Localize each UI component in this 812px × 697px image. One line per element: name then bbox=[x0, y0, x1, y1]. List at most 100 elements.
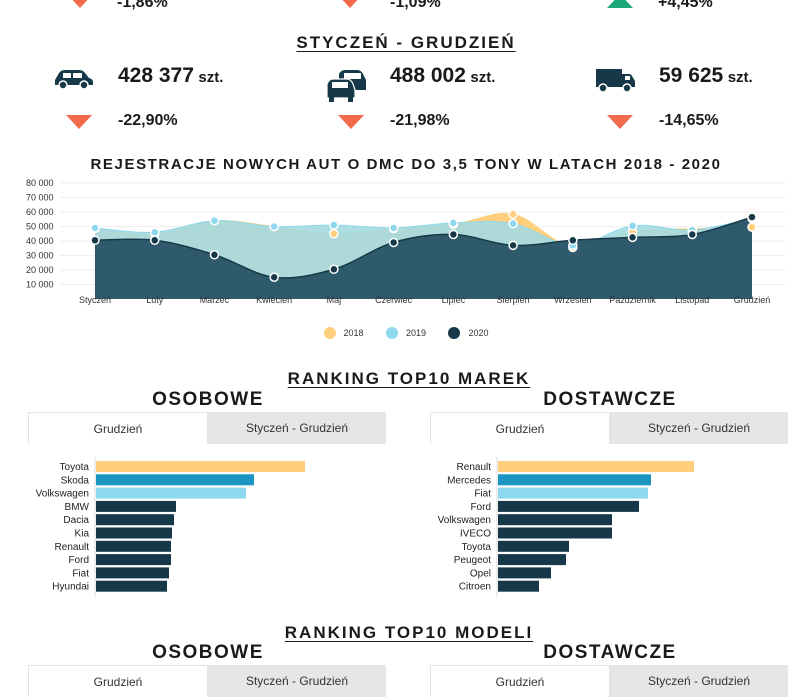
bar bbox=[96, 554, 171, 566]
stat-3: 59 625 szt. bbox=[659, 64, 753, 88]
legend-dot bbox=[323, 327, 336, 339]
bar-label: Ford bbox=[68, 555, 89, 566]
y-tick-label: 30 000 bbox=[26, 251, 54, 261]
bar bbox=[96, 474, 254, 486]
bar bbox=[498, 540, 569, 552]
legend-dot bbox=[448, 327, 461, 339]
y-tick-label: 10 000 bbox=[26, 280, 54, 290]
x-tick-label: Październik bbox=[609, 295, 656, 305]
cars-icon bbox=[326, 70, 366, 102]
y-tick-label: 40 000 bbox=[26, 236, 54, 246]
point-2019 bbox=[627, 221, 638, 231]
y-tick-label: 60 000 bbox=[26, 207, 54, 217]
stat-unit: szt. bbox=[727, 69, 753, 86]
bar-label: Mercedes bbox=[447, 475, 491, 486]
bar bbox=[96, 567, 169, 579]
bar bbox=[498, 567, 551, 579]
point-2019 bbox=[269, 221, 279, 232]
bar bbox=[498, 514, 612, 526]
tab-december[interactable]: Grudzień bbox=[28, 665, 208, 697]
bar bbox=[96, 500, 176, 512]
bar bbox=[96, 487, 246, 499]
top-trend-2 bbox=[337, 0, 363, 8]
point-2018 bbox=[747, 222, 757, 232]
commercial-brands-chart: Renault Mercedes Fiat Ford Volkswagen IVECO To… bbox=[438, 457, 694, 597]
commercial-models-tabs: Grudzień Styczeń - Grudzień bbox=[430, 665, 788, 697]
bar-label: BMW bbox=[65, 502, 90, 513]
bar bbox=[498, 500, 639, 512]
bar-label: Kia bbox=[75, 529, 90, 540]
point-2019 bbox=[209, 215, 220, 226]
commercial-heading: DOSTAWCZE bbox=[543, 642, 677, 663]
passenger-brands-chart: Toyota Skoda Volkswagen BMW Dacia Kia Renault F… bbox=[36, 457, 305, 597]
x-tick-label: Grudzień bbox=[734, 295, 771, 305]
tab-full-year[interactable]: Styczeń - Grudzień bbox=[208, 665, 386, 697]
y-tick-label: 50 000 bbox=[26, 222, 54, 232]
bar bbox=[96, 527, 172, 539]
tab-december[interactable]: Grudzień bbox=[28, 412, 208, 444]
legend-label: 2020 bbox=[468, 328, 489, 338]
car-icon bbox=[55, 70, 93, 90]
ranking-models-title: RANKING TOP10 MODELI bbox=[284, 623, 534, 642]
stat-unit: szt. bbox=[198, 69, 224, 86]
y-tick-label: 70 000 bbox=[26, 193, 54, 203]
point-2020 bbox=[149, 235, 160, 246]
x-tick-label: Maj bbox=[327, 295, 342, 305]
point-2018 bbox=[508, 209, 518, 219]
ranking-brands-title: RANKING TOP10 MAREK bbox=[287, 369, 531, 388]
stat-3-pct: -14,65% bbox=[659, 112, 719, 129]
stat-1-pct: -22,90% bbox=[118, 112, 178, 129]
y-tick-label: 20 000 bbox=[26, 265, 54, 275]
legend-dot bbox=[385, 327, 398, 339]
x-tick-label: Czerwiec bbox=[375, 295, 413, 305]
tab-december[interactable]: Grudzień bbox=[430, 412, 610, 444]
y-tick-label: 80 000 bbox=[26, 178, 54, 188]
x-tick-label: Sierpień bbox=[497, 295, 530, 305]
bar bbox=[498, 474, 651, 486]
chart-title: REJESTRACJE NOWYCH AUT O DMC DO 3,5 TONY… bbox=[90, 156, 722, 173]
stat-number: 428 377 bbox=[118, 64, 194, 87]
bar-label: Volkswagen bbox=[36, 489, 89, 500]
point-2020 bbox=[508, 240, 518, 251]
bar bbox=[96, 461, 305, 472]
legend-item-2018[interactable]: 2018 bbox=[323, 327, 364, 339]
up-arrow-icon bbox=[607, 0, 633, 8]
x-tick-label: Styczeń bbox=[79, 295, 111, 305]
legend-item-2019[interactable]: 2019 bbox=[385, 327, 426, 339]
bar-label: Renault bbox=[457, 462, 492, 473]
stat-1-trend bbox=[66, 115, 92, 129]
x-tick-label: Luty bbox=[146, 295, 164, 305]
bar-label: Toyota bbox=[462, 542, 492, 553]
stat-2: 488 002 szt. bbox=[390, 64, 495, 88]
point-2019 bbox=[508, 218, 518, 229]
bar-label: Citroen bbox=[459, 582, 491, 593]
point-2019 bbox=[149, 227, 160, 238]
passenger-heading: OSOBOWE bbox=[152, 389, 264, 410]
point-2019 bbox=[329, 220, 339, 230]
area-2020 bbox=[95, 217, 752, 299]
stat-number: 59 625 bbox=[659, 64, 724, 87]
tab-full-year[interactable]: Styczeń - Grudzień bbox=[208, 412, 386, 444]
down-arrow-icon bbox=[66, 115, 92, 129]
point-2020 bbox=[568, 235, 578, 246]
x-tick-label: Marzec bbox=[200, 295, 230, 305]
bar bbox=[96, 540, 171, 552]
top-value-1: -1,86% bbox=[117, 0, 168, 11]
bar bbox=[498, 554, 566, 566]
stat-unit: szt. bbox=[470, 69, 496, 86]
top-trend-3 bbox=[607, 0, 633, 8]
top-trend-1 bbox=[67, 0, 93, 8]
x-tick-label: Wrzesień bbox=[554, 295, 591, 305]
tab-december[interactable]: Grudzień bbox=[430, 665, 610, 697]
passenger-tabs: Grudzień Styczeń - Grudzień bbox=[28, 412, 386, 444]
bar-label: Fiat bbox=[72, 568, 89, 579]
bar bbox=[96, 514, 174, 526]
tab-full-year[interactable]: Styczeń - Grudzień bbox=[610, 665, 788, 697]
tab-full-year[interactable]: Styczeń - Grudzień bbox=[610, 412, 788, 444]
bar-label: Toyota bbox=[60, 462, 90, 473]
bar-label: Hyundai bbox=[52, 582, 89, 593]
commercial-tabs: Grudzień Styczeń - Grudzień bbox=[430, 412, 788, 444]
legend-item-2020[interactable]: 2020 bbox=[448, 327, 489, 339]
bar-label: Renault bbox=[55, 542, 90, 553]
point-2019 bbox=[90, 223, 100, 233]
